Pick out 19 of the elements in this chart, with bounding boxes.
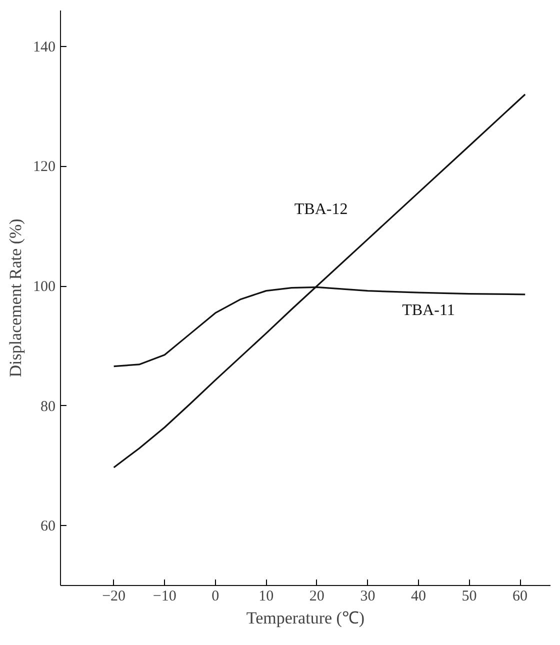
y-tick-label: 80	[40, 398, 56, 415]
x-tick-label: 40	[410, 588, 426, 604]
y-tick-label: 100	[33, 279, 56, 296]
line-series	[113, 94, 526, 468]
x-tick-label: −20	[102, 588, 126, 604]
y-axis-title: Displacement Rate (%)	[6, 218, 25, 378]
x-tick-label: 60	[512, 588, 528, 604]
x-tick-label: −10	[152, 588, 176, 604]
x-tick-label: 30	[360, 588, 376, 604]
x-tick-label: 50	[462, 588, 477, 604]
y-tick-label: 140	[33, 39, 56, 56]
y-tick-label: 60	[40, 518, 56, 535]
x-tick-label: 10	[258, 588, 274, 604]
x-tick-label: 0	[212, 588, 220, 604]
series-label: TBA-12	[294, 200, 348, 218]
x-axis-title: Temperature (℃)	[246, 608, 365, 628]
y-tick-label: 120	[33, 159, 56, 176]
x-tick-label: 20	[309, 588, 324, 604]
series-label: TBA-11	[402, 302, 455, 320]
